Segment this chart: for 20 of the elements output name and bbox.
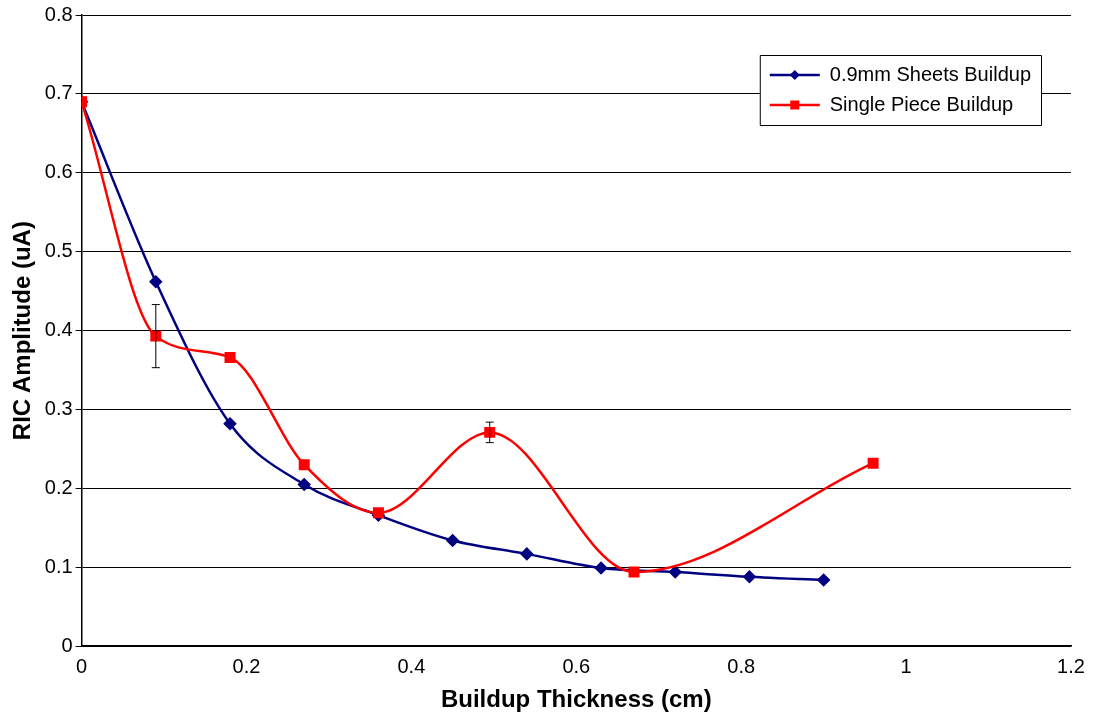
y-axis-title: RIC Amplitude (uA) (8, 221, 36, 441)
x-tick-label: 0.8 (727, 654, 756, 677)
x-tick-label: 0.2 (232, 654, 261, 677)
y-tick-label: 0.1 (44, 554, 73, 577)
y-tick-label: 0.4 (44, 318, 73, 341)
x-tick-label: 1 (900, 654, 912, 677)
x-tick-label: 1.2 (1057, 654, 1085, 677)
x-tick-label: 0.4 (397, 654, 426, 677)
y-tick-label: 0.5 (44, 239, 73, 262)
y-tick-label: 0.8 (44, 2, 73, 25)
legend-label: Single Piece Buildup (829, 92, 1014, 115)
legend-label: 0.9mm Sheets Buildup (829, 62, 1032, 85)
y-tick-label: 0.6 (44, 160, 73, 183)
x-axis-title: Buildup Thickness (cm) (440, 685, 712, 713)
y-tick-label: 0.7 (44, 81, 73, 104)
y-tick-label: 0.3 (44, 397, 73, 420)
y-tick-label: 0.2 (44, 475, 73, 498)
y-tick-label: 0 (61, 633, 73, 656)
x-tick-label: 0 (76, 654, 88, 677)
x-tick-label: 0.6 (562, 654, 591, 677)
